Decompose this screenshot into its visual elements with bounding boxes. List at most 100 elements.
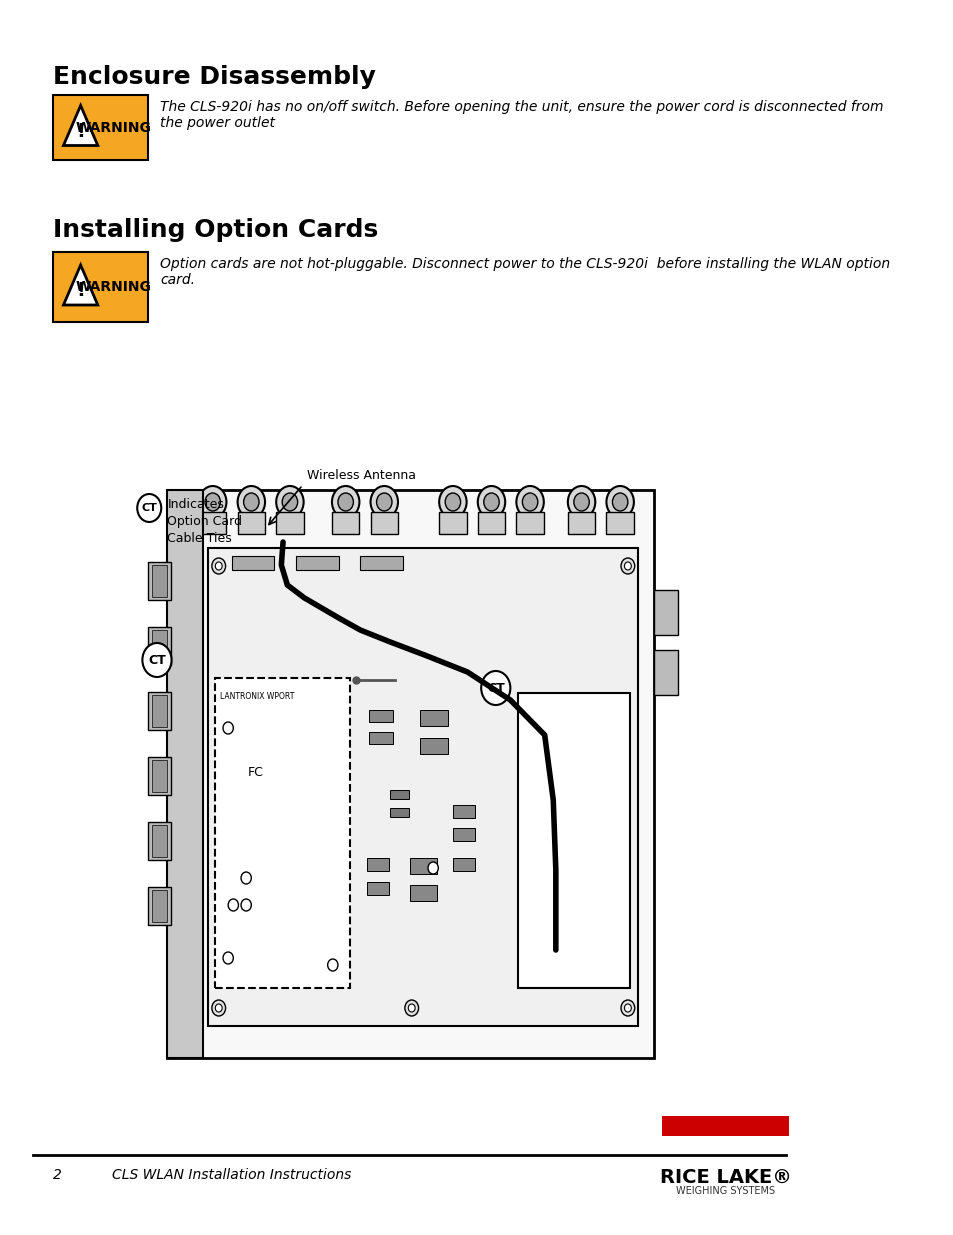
Circle shape bbox=[404, 1000, 418, 1016]
FancyBboxPatch shape bbox=[360, 556, 403, 571]
FancyBboxPatch shape bbox=[215, 678, 350, 988]
FancyBboxPatch shape bbox=[453, 805, 475, 818]
FancyBboxPatch shape bbox=[410, 885, 437, 902]
FancyBboxPatch shape bbox=[369, 732, 393, 743]
Circle shape bbox=[142, 643, 172, 677]
FancyBboxPatch shape bbox=[420, 739, 447, 755]
Text: WARNING: WARNING bbox=[75, 280, 151, 294]
Circle shape bbox=[428, 862, 437, 874]
FancyBboxPatch shape bbox=[370, 513, 397, 534]
Circle shape bbox=[327, 960, 337, 971]
Text: !: ! bbox=[76, 282, 85, 300]
Circle shape bbox=[376, 493, 392, 511]
Text: FC: FC bbox=[248, 766, 263, 779]
FancyBboxPatch shape bbox=[53, 95, 148, 161]
FancyBboxPatch shape bbox=[199, 513, 226, 534]
FancyBboxPatch shape bbox=[167, 490, 203, 1058]
Circle shape bbox=[137, 494, 161, 522]
Polygon shape bbox=[64, 266, 97, 305]
Text: Indicates
Option Card
Cable Ties: Indicates Option Card Cable Ties bbox=[167, 498, 242, 545]
FancyBboxPatch shape bbox=[149, 757, 171, 795]
FancyBboxPatch shape bbox=[517, 693, 629, 988]
FancyBboxPatch shape bbox=[438, 513, 466, 534]
FancyBboxPatch shape bbox=[276, 513, 303, 534]
Text: Option cards are not hot-pluggable. Disconnect power to the CLS-920i  before ins: Option cards are not hot-pluggable. Disc… bbox=[160, 257, 889, 288]
FancyBboxPatch shape bbox=[152, 695, 167, 727]
Text: CT: CT bbox=[148, 653, 166, 667]
FancyBboxPatch shape bbox=[152, 564, 167, 597]
FancyBboxPatch shape bbox=[149, 823, 171, 860]
FancyBboxPatch shape bbox=[390, 808, 409, 818]
Circle shape bbox=[243, 493, 259, 511]
Text: CT: CT bbox=[141, 503, 157, 513]
Circle shape bbox=[408, 1004, 415, 1011]
FancyBboxPatch shape bbox=[167, 490, 653, 1058]
Circle shape bbox=[516, 487, 543, 517]
FancyBboxPatch shape bbox=[149, 692, 171, 730]
Text: LANTRONIX WPORT: LANTRONIX WPORT bbox=[220, 692, 294, 701]
Circle shape bbox=[612, 493, 627, 511]
FancyBboxPatch shape bbox=[208, 548, 638, 1026]
Circle shape bbox=[237, 487, 265, 517]
FancyBboxPatch shape bbox=[152, 630, 167, 662]
Circle shape bbox=[212, 558, 225, 574]
FancyBboxPatch shape bbox=[367, 882, 389, 895]
Circle shape bbox=[276, 487, 303, 517]
Text: WARNING: WARNING bbox=[75, 121, 151, 135]
FancyBboxPatch shape bbox=[453, 827, 475, 841]
Circle shape bbox=[223, 722, 233, 734]
Circle shape bbox=[370, 487, 397, 517]
FancyBboxPatch shape bbox=[567, 513, 595, 534]
FancyBboxPatch shape bbox=[149, 627, 171, 664]
Circle shape bbox=[567, 487, 595, 517]
Text: RICE LAKE®: RICE LAKE® bbox=[659, 1168, 791, 1187]
Circle shape bbox=[445, 493, 460, 511]
FancyBboxPatch shape bbox=[453, 858, 475, 871]
FancyBboxPatch shape bbox=[149, 562, 171, 600]
FancyBboxPatch shape bbox=[295, 556, 338, 571]
Text: 2: 2 bbox=[53, 1168, 62, 1182]
Circle shape bbox=[483, 493, 498, 511]
Circle shape bbox=[241, 899, 251, 911]
Circle shape bbox=[620, 1000, 634, 1016]
Circle shape bbox=[228, 899, 238, 911]
Circle shape bbox=[438, 487, 466, 517]
FancyBboxPatch shape bbox=[152, 890, 167, 923]
FancyBboxPatch shape bbox=[516, 513, 543, 534]
FancyBboxPatch shape bbox=[152, 825, 167, 857]
Circle shape bbox=[215, 562, 222, 571]
Text: The CLS-920i has no on/off switch. Before opening the unit, ensure the power cor: The CLS-920i has no on/off switch. Befor… bbox=[160, 100, 883, 130]
Circle shape bbox=[332, 487, 359, 517]
Circle shape bbox=[212, 1000, 225, 1016]
Text: Installing Option Cards: Installing Option Cards bbox=[53, 219, 378, 242]
FancyBboxPatch shape bbox=[232, 556, 274, 571]
FancyBboxPatch shape bbox=[152, 760, 167, 792]
Text: CLS WLAN Installation Instructions: CLS WLAN Installation Instructions bbox=[112, 1168, 351, 1182]
FancyBboxPatch shape bbox=[367, 858, 389, 871]
Text: Wireless Antenna: Wireless Antenna bbox=[307, 469, 416, 482]
Circle shape bbox=[606, 487, 633, 517]
FancyBboxPatch shape bbox=[653, 650, 677, 695]
Circle shape bbox=[522, 493, 537, 511]
Circle shape bbox=[282, 493, 297, 511]
FancyBboxPatch shape bbox=[369, 710, 393, 722]
FancyBboxPatch shape bbox=[653, 590, 677, 635]
FancyBboxPatch shape bbox=[410, 858, 437, 874]
Circle shape bbox=[199, 487, 226, 517]
Text: !: ! bbox=[76, 122, 85, 141]
FancyBboxPatch shape bbox=[390, 790, 409, 799]
Circle shape bbox=[477, 487, 505, 517]
Circle shape bbox=[574, 493, 589, 511]
Text: WEIGHING SYSTEMS: WEIGHING SYSTEMS bbox=[676, 1186, 775, 1195]
Circle shape bbox=[337, 493, 353, 511]
FancyBboxPatch shape bbox=[53, 252, 148, 322]
Circle shape bbox=[241, 872, 251, 884]
Circle shape bbox=[624, 1004, 631, 1011]
FancyBboxPatch shape bbox=[332, 513, 359, 534]
Circle shape bbox=[215, 1004, 222, 1011]
FancyBboxPatch shape bbox=[661, 1116, 788, 1136]
FancyBboxPatch shape bbox=[477, 513, 505, 534]
Circle shape bbox=[620, 558, 634, 574]
Text: Enclosure Disassembly: Enclosure Disassembly bbox=[53, 65, 375, 89]
FancyBboxPatch shape bbox=[237, 513, 265, 534]
